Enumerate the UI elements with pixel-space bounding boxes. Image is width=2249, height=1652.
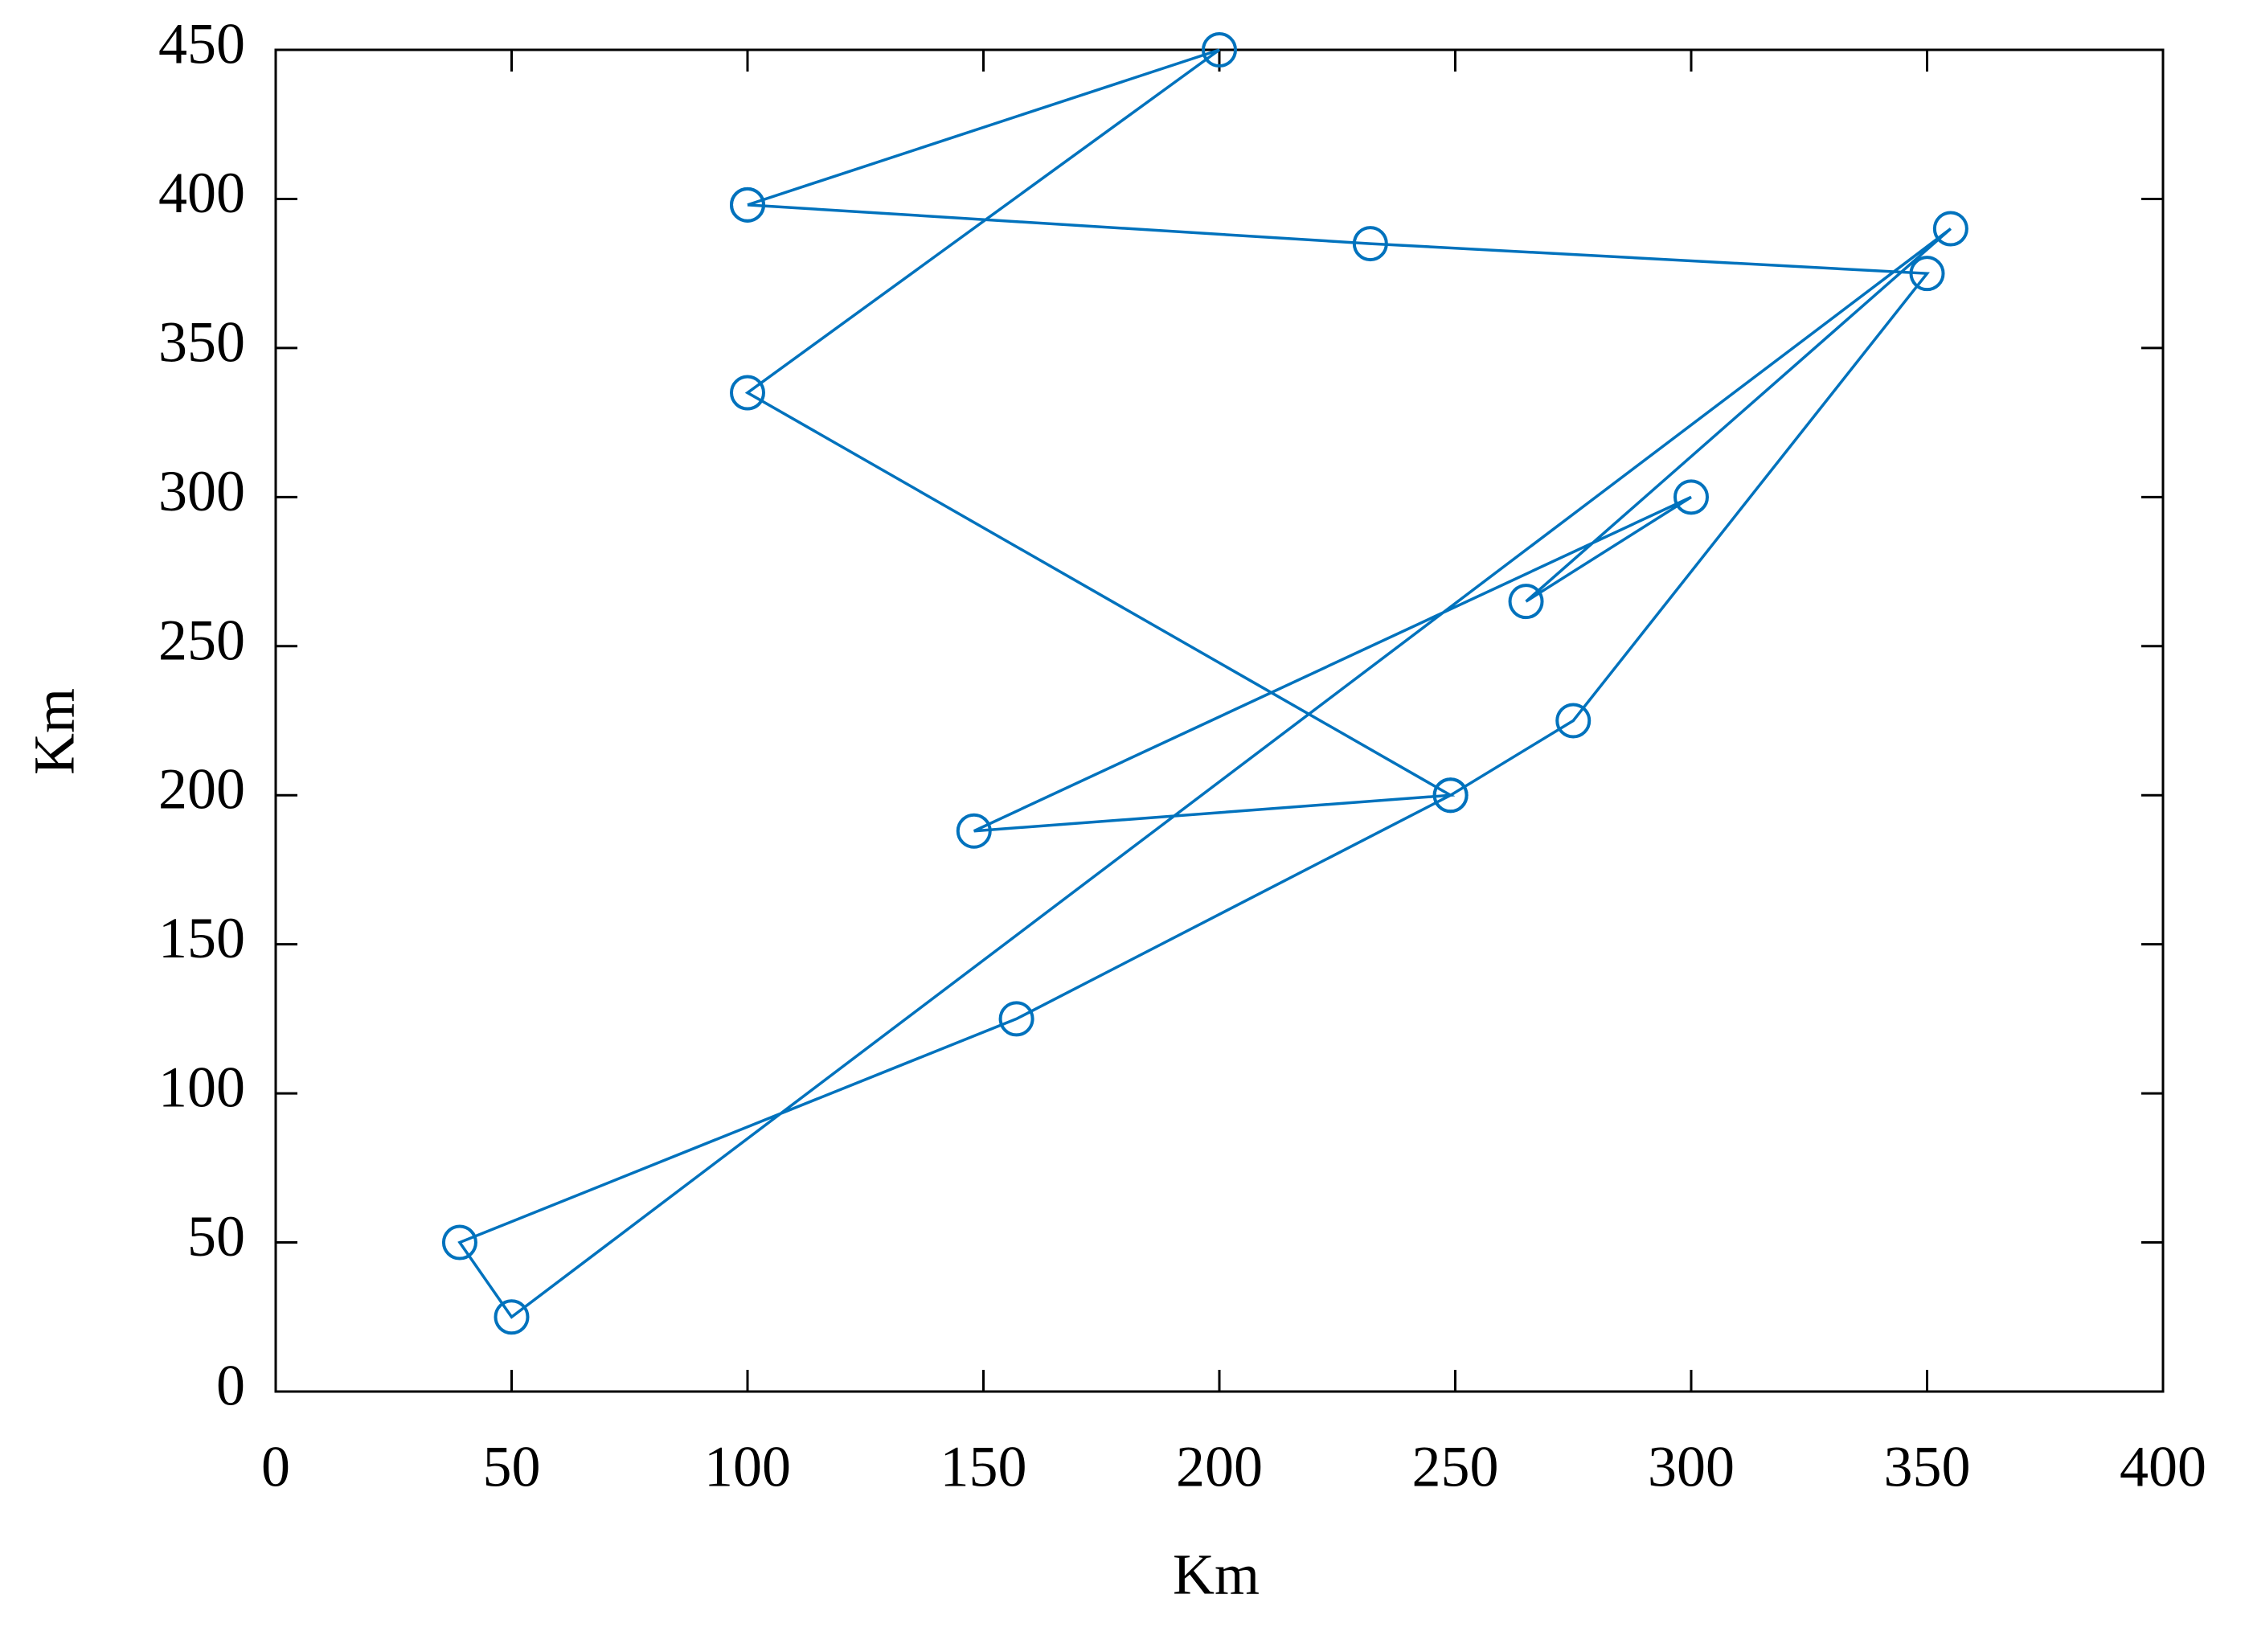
point-marker (1555, 703, 1592, 739)
point-marker (1909, 256, 1945, 292)
point-marker (730, 187, 765, 223)
y-tick-label: 300 (158, 459, 245, 523)
x-tick-label: 400 (2120, 1435, 2206, 1499)
point-marker (1508, 584, 1544, 620)
y-tick-label: 350 (158, 309, 245, 374)
y-tick-label: 400 (158, 161, 245, 225)
x-axis-label: Km (1173, 1543, 1260, 1607)
x-tick-label: 350 (1884, 1435, 1971, 1499)
x-tick-label: 200 (1176, 1435, 1263, 1499)
y-axis-label: Km (23, 688, 87, 775)
point-marker (494, 1299, 530, 1335)
x-tick-label: 300 (1648, 1435, 1735, 1499)
y-tick-label: 150 (158, 906, 245, 970)
y-tick-label: 450 (158, 12, 245, 76)
x-tick-label: 50 (483, 1435, 541, 1499)
y-tick-label: 100 (158, 1056, 245, 1120)
point-marker (956, 813, 992, 849)
point-marker (1352, 226, 1388, 262)
point-marker (441, 1224, 477, 1261)
x-tick-label: 150 (940, 1435, 1027, 1499)
y-tick-label: 50 (187, 1204, 245, 1269)
y-tick-label: 250 (158, 608, 245, 672)
point-marker (998, 1001, 1034, 1037)
axes-box (274, 48, 2165, 1393)
y-tick-label: 200 (158, 757, 245, 822)
route-line (457, 48, 1952, 1319)
point-marker (1932, 211, 1968, 247)
x-tick-label: 100 (704, 1435, 791, 1499)
point-marker (1202, 32, 1237, 68)
point-marker (1673, 479, 1709, 515)
point-marker (1432, 777, 1469, 814)
x-tick-label: 250 (1412, 1435, 1499, 1499)
y-tick-label: 0 (216, 1354, 245, 1418)
x-tick-label: 0 (261, 1435, 290, 1499)
point-marker (730, 375, 765, 411)
